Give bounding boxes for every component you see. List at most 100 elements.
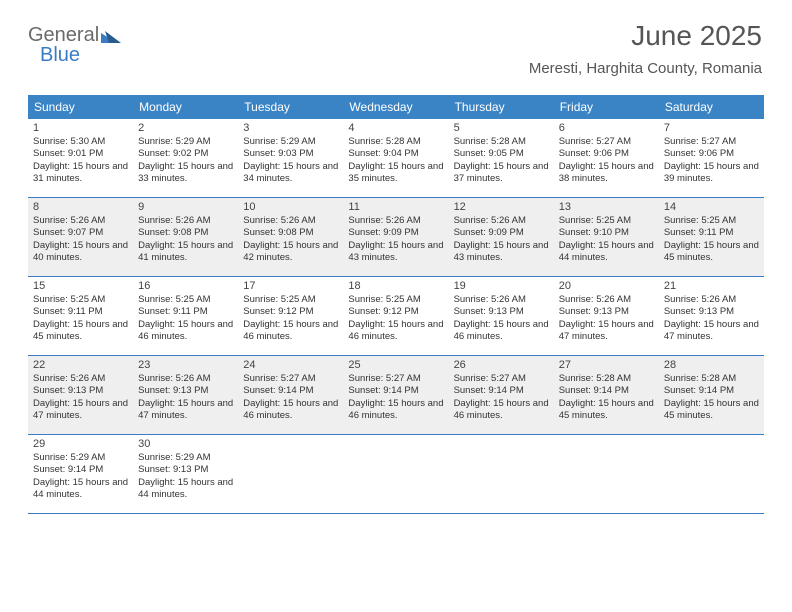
day-cell: 11Sunrise: 5:26 AMSunset: 9:09 PMDayligh… <box>343 198 448 276</box>
day-cell: 13 Sunrise: 5:25 AMSunset: 9:10 PMDayligh… <box>554 198 659 276</box>
day-cell: 25 Sunrise: 5:27 AMSunset: 9:14 PMDayligh… <box>343 356 448 434</box>
day-info: Sunrise: 5:28 AMSunset: 9:05 PMDaylight:… <box>454 136 549 185</box>
sunrise-text: Sunrise: 5:26 AM <box>33 215 128 227</box>
day-cell: 28Sunrise: 5:28 AMSunset: 9:14 PMDayligh… <box>659 356 764 434</box>
day-cell: 18Sunrise: 5:25 AMSunset: 9:12 PMDayligh… <box>343 277 448 355</box>
day-cell: 8Sunrise: 5:26 AMSunset: 9:07 PMDaylight… <box>28 198 133 276</box>
day-number: 13 <box>559 201 654 213</box>
sunset-text: Sunset: 9:13 PM <box>559 306 654 318</box>
daylight-text: Daylight: 15 hours and 46 minutes. <box>243 319 338 344</box>
sunrise-text: Sunrise: 5:27 AM <box>243 373 338 385</box>
daylight-text: Daylight: 15 hours and 33 minutes. <box>138 161 233 186</box>
day-cell: 30Sunrise: 5:29 AMSunset: 9:13 PMDayligh… <box>133 435 238 513</box>
day-info: Sunrise: 5:27 AMSunset: 9:14 PMDaylight:… <box>454 373 549 422</box>
sunrise-text: Sunrise: 5:27 AM <box>664 136 759 148</box>
day-info: Sunrise: 5:25 AMSunset: 9:10 PMDaylight:… <box>559 215 654 264</box>
day-cell: 19Sunrise: 5:26 AMSunset: 9:13 PMDayligh… <box>449 277 554 355</box>
day-info: Sunrise: 5:27 AMSunset: 9:14 PMDaylight:… <box>348 373 443 422</box>
day-cell: 20Sunrise: 5:26 AMSunset: 9:13 PMDayligh… <box>554 277 659 355</box>
day-cell: 5Sunrise: 5:28 AMSunset: 9:05 PMDaylight… <box>449 119 554 197</box>
sunrise-text: Sunrise: 5:26 AM <box>559 294 654 306</box>
day-cell: 15Sunrise: 5:25 AMSunset: 9:11 PMDayligh… <box>28 277 133 355</box>
day-number: 15 <box>33 280 128 292</box>
sunrise-text: Sunrise: 5:27 AM <box>454 373 549 385</box>
daylight-text: Daylight: 15 hours and 46 minutes. <box>348 398 443 423</box>
week-row: 8Sunrise: 5:26 AMSunset: 9:07 PMDaylight… <box>28 198 764 277</box>
day-cell: 21Sunrise: 5:26 AMSunset: 9:13 PMDayligh… <box>659 277 764 355</box>
day-cell: 22 Sunrise: 5:26 AMSunset: 9:13 PMDayligh… <box>28 356 133 434</box>
week-row: 1 Sunrise: 5:30 AMSunset: 9:01 PM Daylight… <box>28 119 764 198</box>
sunrise-text: Sunrise: 5:26 AM <box>243 215 338 227</box>
day-cell: 26Sunrise: 5:27 AMSunset: 9:14 PMDayligh… <box>449 356 554 434</box>
sunset-text: Sunset: 9:10 PM <box>559 227 654 239</box>
sunrise-text: Sunrise: 5:26 AM <box>33 373 128 385</box>
sunrise-text: Sunrise: 5:28 AM <box>559 373 654 385</box>
sunset-text: Sunset: 9:13 PM <box>664 306 759 318</box>
daylight-text: Daylight: 15 hours and 42 minutes. <box>243 240 338 265</box>
day-number: 14 <box>664 201 759 213</box>
day-number: 30 <box>138 438 233 450</box>
daylight-text: Daylight: 15 hours and 45 minutes. <box>664 398 759 423</box>
sunset-text: Sunset: 9:11 PM <box>138 306 233 318</box>
daylight-text: Daylight: 15 hours and 35 minutes. <box>348 161 443 186</box>
sunset-text: Sunset: 9:04 PM <box>348 148 443 160</box>
sunset-text: Sunset: 9:11 PM <box>33 306 128 318</box>
sunrise-text: Sunrise: 5:27 AM <box>348 373 443 385</box>
day-number: 28 <box>664 359 759 371</box>
daylight-text: Daylight: 15 hours and 47 minutes. <box>33 398 128 423</box>
day-number: 25 <box>348 359 443 371</box>
day-number: 22 <box>33 359 128 371</box>
calendar-table: SundayMondayTuesdayWednesdayThursdayFrid… <box>28 95 764 514</box>
day-info: Sunrise: 5:27 AMSunset: 9:06 PMDaylight:… <box>664 136 759 185</box>
day-info: Sunrise: 5:26 AMSunset: 9:13 PMDaylight:… <box>454 294 549 343</box>
day-cell: 29Sunrise: 5:29 AMSunset: 9:14 PMDayligh… <box>28 435 133 513</box>
sunset-text: Sunset: 9:09 PM <box>454 227 549 239</box>
day-info: Sunrise: 5:29 AMSunset: 9:02 PMDaylight:… <box>138 136 233 185</box>
day-number: 24 <box>243 359 338 371</box>
sunset-text: Sunset: 9:06 PM <box>664 148 759 160</box>
day-info: Sunrise: 5:28 AMSunset: 9:14 PMDaylight:… <box>559 373 654 422</box>
day-info: Sunrise: 5:26 AMSunset: 9:13 PMDaylight:… <box>33 373 128 422</box>
day-info: Sunrise: 5:25 AMSunset: 9:11 PMDaylight:… <box>664 215 759 264</box>
sunset-text: Sunset: 9:06 PM <box>559 148 654 160</box>
day-header-thursday: Thursday <box>449 95 554 119</box>
day-cell: 16Sunrise: 5:25 AMSunset: 9:11 PMDayligh… <box>133 277 238 355</box>
day-number: 21 <box>664 280 759 292</box>
sunrise-text: Sunrise: 5:26 AM <box>454 294 549 306</box>
day-number: 7 <box>664 122 759 134</box>
sunset-text: Sunset: 9:12 PM <box>348 306 443 318</box>
day-header-friday: Friday <box>554 95 659 119</box>
sunrise-text: Sunrise: 5:29 AM <box>33 452 128 464</box>
logo-text-blue: Blue <box>40 44 80 66</box>
sunset-text: Sunset: 9:14 PM <box>559 385 654 397</box>
sunrise-text: Sunrise: 5:30 AM <box>33 136 128 148</box>
day-cell: 12Sunrise: 5:26 AMSunset: 9:09 PMDayligh… <box>449 198 554 276</box>
day-number: 10 <box>243 201 338 213</box>
daylight-text: Daylight: 15 hours and 47 minutes. <box>138 398 233 423</box>
sunset-text: Sunset: 9:05 PM <box>454 148 549 160</box>
day-cell: 27Sunrise: 5:28 AMSunset: 9:14 PMDayligh… <box>554 356 659 434</box>
sunset-text: Sunset: 9:01 PM <box>33 148 128 160</box>
day-header-sunday: Sunday <box>28 95 133 119</box>
day-number: 23 <box>138 359 233 371</box>
week-row: 22 Sunrise: 5:26 AMSunset: 9:13 PMDayligh… <box>28 356 764 435</box>
day-cell <box>343 435 448 513</box>
daylight-text: Daylight: 15 hours and 37 minutes. <box>454 161 549 186</box>
day-info: Sunrise: 5:29 AMSunset: 9:14 PMDaylight:… <box>33 452 128 501</box>
sunset-text: Sunset: 9:12 PM <box>243 306 338 318</box>
sunrise-text: Sunrise: 5:26 AM <box>664 294 759 306</box>
sunset-text: Sunset: 9:07 PM <box>33 227 128 239</box>
daylight-text: Daylight: 15 hours and 44 minutes. <box>559 240 654 265</box>
sunrise-text: Sunrise: 5:27 AM <box>559 136 654 148</box>
day-number: 20 <box>559 280 654 292</box>
daylight-text: Daylight: 15 hours and 43 minutes. <box>348 240 443 265</box>
sunrise-text: Sunrise: 5:28 AM <box>664 373 759 385</box>
sunrise-text: Sunrise: 5:29 AM <box>138 452 233 464</box>
sunset-text: Sunset: 9:14 PM <box>33 464 128 476</box>
day-number: 18 <box>348 280 443 292</box>
daylight-text: Daylight: 15 hours and 46 minutes. <box>454 398 549 423</box>
day-info: Sunrise: 5:26 AMSunset: 9:08 PMDaylight:… <box>243 215 338 264</box>
day-number: 1 <box>33 122 128 134</box>
day-cell: 23Sunrise: 5:26 AMSunset: 9:13 PMDayligh… <box>133 356 238 434</box>
sunrise-text: Sunrise: 5:25 AM <box>664 215 759 227</box>
